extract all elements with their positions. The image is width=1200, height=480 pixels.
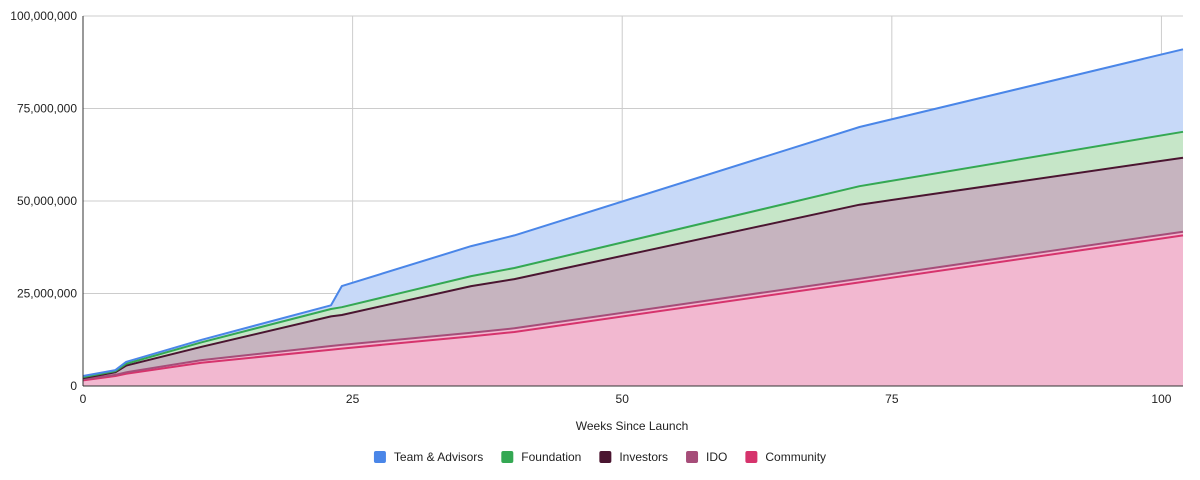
area-investors (83, 157, 1183, 380)
line-team-and-advisors (82, 48, 1184, 377)
legend-item-foundation[interactable]: Foundation (501, 450, 581, 464)
x-tick-label: 100 (1151, 392, 1171, 406)
area-community (83, 235, 1183, 386)
legend-swatch (599, 451, 612, 463)
y-tick-label: 0 (70, 379, 77, 393)
legend-label: Foundation (521, 450, 581, 464)
x-tick-label: 75 (885, 392, 899, 406)
legend-label: Team & Advisors (394, 450, 483, 464)
legend-swatch (501, 451, 514, 463)
legend: Team & Advisors Foundation Investors IDO Com… (373, 450, 826, 464)
legend-item-ido[interactable]: IDO (686, 450, 727, 464)
legend-swatch (373, 451, 386, 463)
line-community (82, 234, 1184, 382)
y-tick-label: 100,000,000 (10, 9, 77, 23)
axes: 0 25,000,000 50,000,000 75,000,000 100,000,0… (10, 9, 1183, 406)
legend-item-community[interactable]: Community (745, 450, 826, 464)
x-tick-label: 0 (80, 392, 87, 406)
area-foundation (83, 131, 1183, 379)
legend-item-investors[interactable]: Investors (599, 450, 668, 464)
legend-label: Community (765, 450, 826, 464)
y-tick-label: 25,000,000 (17, 287, 77, 301)
legend-item-team-and-advisors[interactable]: Team & Advisors (373, 450, 483, 464)
legend-swatch (686, 451, 699, 463)
x-tick-label: 50 (616, 392, 630, 406)
legend-swatch (745, 451, 758, 463)
area-team-and-advisors (83, 49, 1183, 378)
area-series (82, 48, 1184, 386)
y-tick-label: 75,000,000 (17, 102, 77, 116)
line-ido (82, 230, 1184, 381)
legend-label: IDO (706, 450, 727, 464)
legend-label: Investors (619, 450, 668, 464)
line-foundation (82, 130, 1184, 379)
y-tick-label: 50,000,000 (17, 194, 77, 208)
x-axis-title: Weeks Since Launch (576, 419, 689, 433)
line-investors (82, 156, 1184, 380)
x-tick-label: 25 (346, 392, 360, 406)
